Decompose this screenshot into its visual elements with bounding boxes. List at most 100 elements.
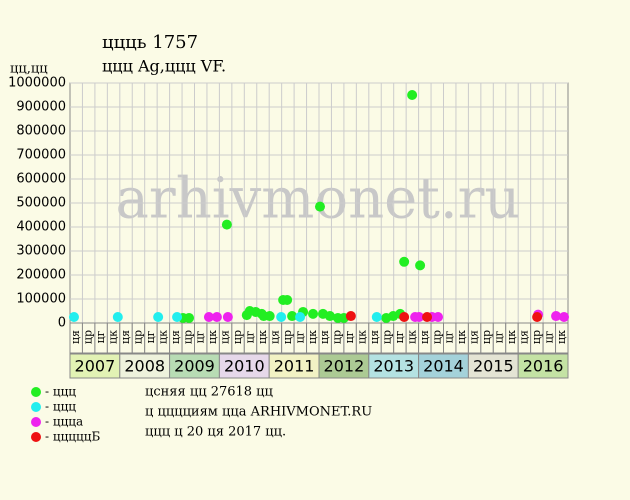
x-tick-label: цр <box>281 330 294 344</box>
legend-marker <box>31 402 41 412</box>
note: ц цццциям цца ARHIVMONET.RU <box>145 405 372 420</box>
x-tick-label: цг <box>542 330 555 343</box>
x-tick-label: цк <box>455 330 468 344</box>
x-tick-label: цр <box>480 330 493 344</box>
y-tick-label: 500000 <box>16 196 66 211</box>
point <box>211 312 222 322</box>
point <box>345 311 356 322</box>
quarter-cell <box>555 322 569 354</box>
x-tick-label: ця <box>368 330 381 344</box>
year-label: 2010 <box>224 357 265 376</box>
y-tick-label: 900000 <box>16 100 66 115</box>
point <box>399 312 410 322</box>
point <box>184 312 195 323</box>
x-tick-label: цг <box>94 330 107 343</box>
point <box>68 312 79 322</box>
x-tick-label: цк <box>306 330 319 344</box>
note: ццц ц 20 ця 2017 цц. <box>145 425 286 440</box>
x-tick-label: цк <box>156 330 169 344</box>
point <box>433 312 444 322</box>
point <box>559 312 570 322</box>
x-tick-label: цг <box>293 330 306 343</box>
x-tick-label: цг <box>493 330 506 343</box>
x-tick-label: цк <box>107 330 120 344</box>
x-tick-label: цг <box>343 330 356 343</box>
chart-title: ццць 1757 <box>102 32 198 53</box>
point <box>407 90 418 100</box>
year-label: 2009 <box>174 357 215 376</box>
point <box>222 312 233 322</box>
year-label: 2013 <box>373 357 414 376</box>
point <box>308 308 319 319</box>
point <box>324 311 335 322</box>
x-tick-label: цг <box>194 330 207 343</box>
legend-label: - ццц <box>45 385 76 399</box>
year-cell <box>368 353 420 379</box>
x-tick-label: цк <box>405 330 418 344</box>
y-tick-label: 800000 <box>16 124 66 139</box>
x-tick-label: цр <box>430 330 443 344</box>
y-tick-label: 100000 <box>16 292 66 307</box>
x-tick-label: цг <box>393 330 406 343</box>
x-tick-label: ця <box>119 330 132 344</box>
point <box>415 260 426 271</box>
x-tick-label: цк <box>555 330 568 344</box>
point <box>314 201 325 212</box>
year-cell <box>517 353 569 379</box>
x-tick-label: цр <box>231 330 244 344</box>
x-tick-label: цк <box>356 330 369 344</box>
point <box>172 312 183 322</box>
point <box>221 219 232 230</box>
point <box>203 312 214 322</box>
point <box>153 312 164 322</box>
x-tick-label: цк <box>256 330 269 344</box>
x-tick-label: цр <box>82 330 95 344</box>
year-label: 2011 <box>274 357 315 376</box>
y-tick-label: 700000 <box>16 148 66 163</box>
y-tick-label: 0 <box>58 316 66 331</box>
y-tick-label: 400000 <box>16 220 66 235</box>
x-tick-label: ця <box>219 330 232 344</box>
chart-subtitle: ццц Ag,ццц VF. <box>102 57 226 76</box>
year-label: 2015 <box>473 357 514 376</box>
x-tick-label: ця <box>268 330 281 344</box>
y-tick-label: 200000 <box>16 268 66 283</box>
legend-marker <box>31 387 41 397</box>
x-tick-label: ця <box>69 330 82 344</box>
watermark: arhivmonet.ru <box>116 167 521 232</box>
x-tick-label: цк <box>505 330 518 344</box>
year-label: 2008 <box>124 357 165 376</box>
point <box>532 312 543 322</box>
legend-marker <box>31 432 41 442</box>
x-tick-label: ця <box>468 330 481 344</box>
year-label: 2014 <box>423 357 464 376</box>
point <box>422 312 433 322</box>
y-tick-label: 1000000 <box>8 76 66 91</box>
year-label: 2012 <box>324 357 365 376</box>
x-tick-label: цк <box>206 330 219 344</box>
x-tick-label: ця <box>169 330 182 344</box>
legend-marker <box>31 417 41 427</box>
year-label: 2016 <box>523 357 564 376</box>
x-tick-label: ця <box>418 330 431 344</box>
point <box>276 312 287 322</box>
note: цсняя цц 27618 цц <box>145 385 273 400</box>
legend-label: - ццц <box>45 400 76 414</box>
legend-label: - цццццБ <box>45 430 100 444</box>
year-cell <box>467 353 519 379</box>
year-label: 2007 <box>75 357 116 376</box>
x-tick-label: цр <box>331 330 344 344</box>
x-tick-label: цр <box>380 330 393 344</box>
point <box>282 294 293 305</box>
point <box>371 312 382 322</box>
point <box>414 312 425 322</box>
x-tick-label: ця <box>517 330 530 344</box>
x-tick-label: цр <box>530 330 543 344</box>
x-tick-label: цр <box>131 330 144 344</box>
point <box>551 311 562 322</box>
point <box>295 312 306 322</box>
x-tick-label: цр <box>181 330 194 344</box>
x-tick-label: цг <box>443 330 456 343</box>
y-tick-label: 600000 <box>16 172 66 187</box>
